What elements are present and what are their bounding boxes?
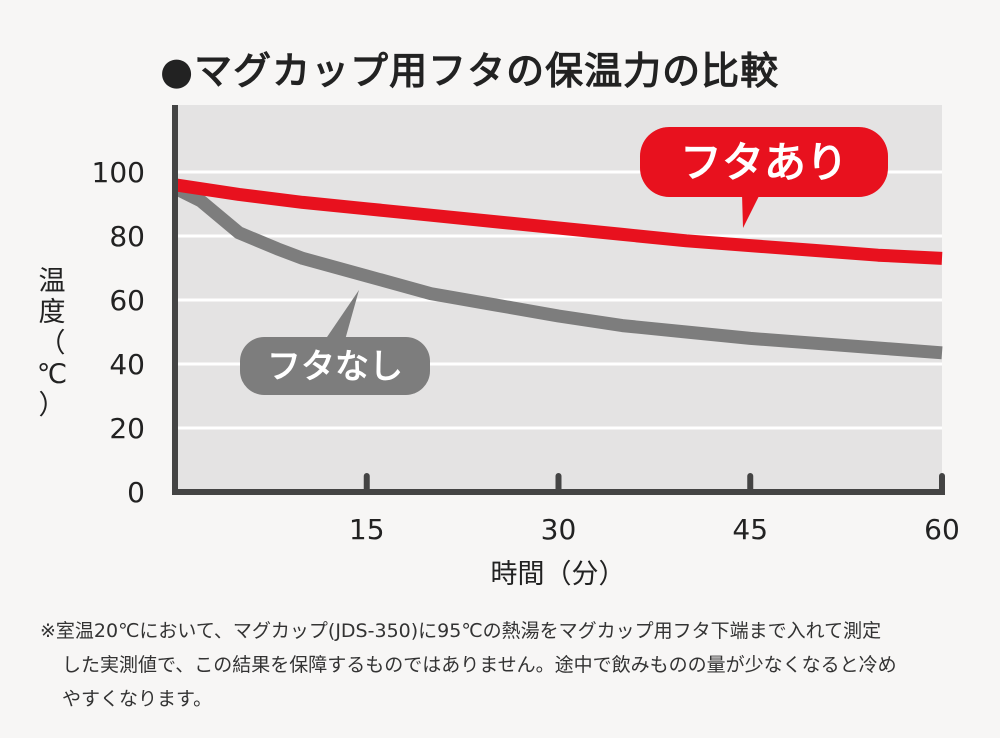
y-axis-label-char: 度 xyxy=(39,297,66,328)
x-tick-label: 45 xyxy=(732,513,768,546)
axes xyxy=(172,105,945,495)
tick-labels: 0 20 40 60 80 100 15 30 45 60 xyxy=(92,156,960,546)
x-axis-label: 時間（分） xyxy=(491,559,626,590)
y-tick-label: 100 xyxy=(92,156,145,189)
series-label: フタあり xyxy=(680,138,848,187)
y-tick-label: 20 xyxy=(109,412,145,445)
series-lines xyxy=(172,178,943,360)
y-tick-label: 60 xyxy=(109,284,145,317)
series-label: フタなし xyxy=(267,347,403,387)
y-axis-label-char: ） xyxy=(39,390,66,421)
x-tick-label: 60 xyxy=(924,513,960,546)
y-axis-label-char: ℃ xyxy=(37,359,67,390)
chart-title: ●マグカップ用フタの保温力の比較 xyxy=(160,49,780,93)
x-tick-label: 30 xyxy=(541,513,577,546)
series-line xyxy=(174,178,943,265)
y-tick-label: 80 xyxy=(109,220,145,253)
y-axis-label-char: 温 xyxy=(39,266,66,297)
callout-pointer xyxy=(325,290,359,340)
y-axis-label: 温度（℃） xyxy=(37,266,67,421)
y-tick-label: 0 xyxy=(127,476,145,509)
callout-bubble xyxy=(640,127,888,197)
x-tick-label: 15 xyxy=(349,513,385,546)
callout-pointer xyxy=(742,194,760,228)
y-axis-label-char: （ xyxy=(39,328,66,359)
series-line xyxy=(172,182,943,360)
footnote-line-2: した実測値で、この結果を保障するものではありません。途中で飲みものの量が少なくな… xyxy=(62,654,897,676)
callout-bubble xyxy=(240,337,430,395)
footnote-line-3: やすくなります。 xyxy=(62,688,213,710)
legend-callout: フタあり xyxy=(640,127,888,228)
legend-callout: フタなし xyxy=(240,290,430,395)
y-tick-label: 40 xyxy=(109,348,145,381)
footnote-line-1: ※室温20℃において、マグカップ(JDS-350)に95℃の熱湯をマグカップ用フ… xyxy=(40,620,882,642)
footnote: ※室温20℃において、マグカップ(JDS-350)に95℃の熱湯をマグカップ用フ… xyxy=(40,614,970,716)
